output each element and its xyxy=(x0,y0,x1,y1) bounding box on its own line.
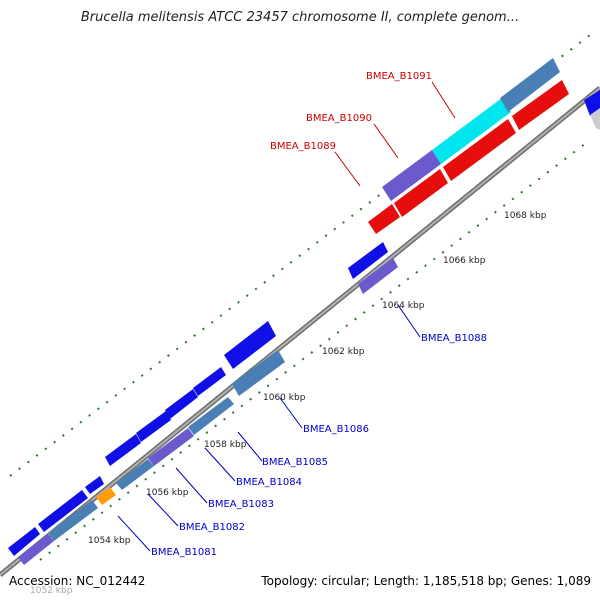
tick-row-outer xyxy=(9,34,591,477)
gene-label: BMEA_B1081 xyxy=(151,547,217,558)
gene-arrow xyxy=(148,428,194,466)
scale-label: 1066 kbp xyxy=(443,256,486,266)
gene-arrow xyxy=(368,204,400,234)
scale-label: 1062 kbp xyxy=(322,347,365,357)
label-leaders xyxy=(117,81,456,552)
gene-arrow xyxy=(584,90,600,116)
gene-arrow xyxy=(348,242,388,279)
gene-arrow xyxy=(8,527,40,556)
gene-arrow xyxy=(85,476,104,494)
gene-arrow xyxy=(48,500,98,541)
topology-text: Topology: circular; Length: 1,185,518 bp… xyxy=(261,574,591,588)
gene-arrow xyxy=(232,350,285,396)
scale-label: 1054 kbp xyxy=(88,536,131,546)
gene-arrow xyxy=(432,98,511,164)
backbone xyxy=(0,86,600,577)
gene-label: BMEA_B1090 xyxy=(306,113,372,124)
gene-arrow xyxy=(105,434,141,466)
gene-label: BMEA_B1091 xyxy=(366,71,432,82)
gene-arrow xyxy=(590,108,600,130)
gene-arrow xyxy=(358,258,398,294)
gene-arrow xyxy=(165,389,198,419)
scale-label: 1058 kbp xyxy=(204,440,247,450)
gene-arrow xyxy=(18,534,54,565)
scale-label: 1056 kbp xyxy=(146,488,189,498)
gene-label: BMEA_B1084 xyxy=(236,477,302,488)
gene-arrow xyxy=(136,411,171,442)
scale-label: 1068 kbp xyxy=(504,211,547,221)
gene-labels-red: BMEA_B1091 BMEA_B1090 BMEA_B1089 xyxy=(270,71,432,152)
gene-label: BMEA_B1086 xyxy=(303,424,369,435)
gene-label: BMEA_B1089 xyxy=(270,141,336,152)
scale-labels: 1054 kbp 1056 kbp 1058 kbp 1060 kbp 1062… xyxy=(30,211,547,596)
forward-genes xyxy=(8,58,600,556)
gene-arrow xyxy=(394,169,448,217)
gene-arrow xyxy=(38,490,88,532)
gene-arrow xyxy=(500,58,560,112)
scale-label-partial: 1052 kbp xyxy=(30,586,73,596)
gene-arrow xyxy=(443,119,516,181)
scale-label: 1060 kbp xyxy=(263,393,306,403)
gene-label: BMEA_B1085 xyxy=(262,457,328,468)
gene-arrow xyxy=(224,321,276,369)
gene-arrow xyxy=(193,367,226,396)
gene-labels-blue: BMEA_B1088 BMEA_B1086 BMEA_B1085 BMEA_B1… xyxy=(151,333,487,558)
accession-text: Accession: NC_012442 xyxy=(9,574,146,588)
gene-label: BMEA_B1082 xyxy=(179,522,245,533)
gene-label: BMEA_B1088 xyxy=(421,333,487,344)
tick-row-inner xyxy=(39,139,591,561)
gene-arrow xyxy=(96,487,116,505)
gene-arrow xyxy=(188,397,234,435)
scale-label: 1064 kbp xyxy=(382,301,425,311)
map-title: Brucella melitensis ATCC 23457 chromosom… xyxy=(80,10,520,25)
gene-label: BMEA_B1083 xyxy=(208,499,274,510)
reverse-genes xyxy=(18,80,600,565)
gene-arrow xyxy=(512,80,569,130)
gene-arrow xyxy=(382,150,441,201)
gene-arrow xyxy=(116,459,154,490)
